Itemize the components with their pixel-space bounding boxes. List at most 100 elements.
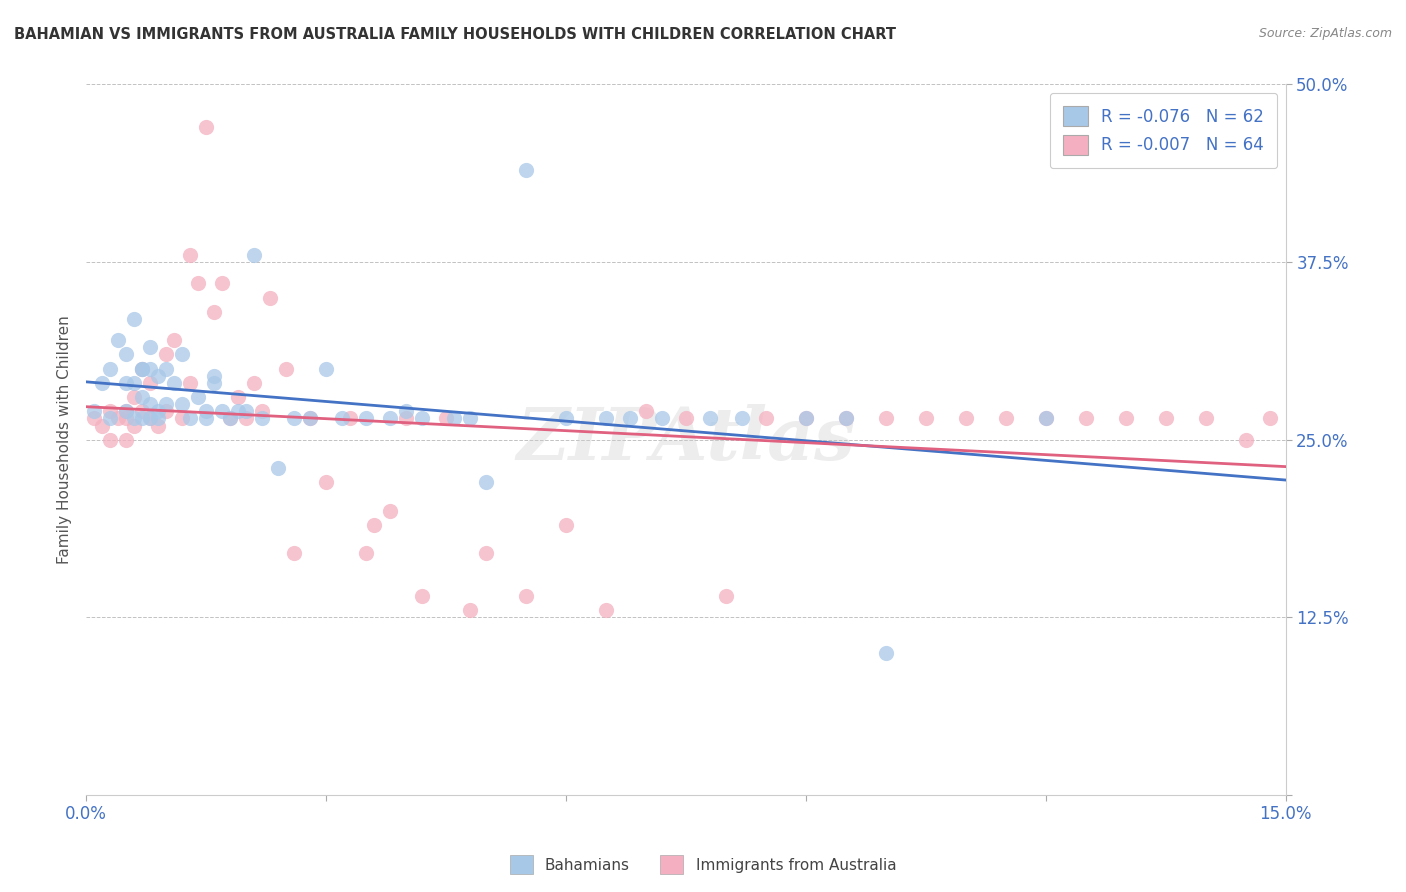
Point xyxy=(170,411,193,425)
Point xyxy=(107,411,129,425)
Point xyxy=(195,404,218,418)
Point xyxy=(235,411,257,425)
Point xyxy=(515,162,537,177)
Point xyxy=(131,361,153,376)
Point xyxy=(179,248,201,262)
Point xyxy=(259,291,281,305)
Point xyxy=(619,411,641,425)
Point xyxy=(187,390,209,404)
Point xyxy=(994,411,1017,425)
Text: ZIPAtlas: ZIPAtlas xyxy=(516,404,855,475)
Point xyxy=(794,411,817,425)
Point xyxy=(243,248,266,262)
Point xyxy=(235,404,257,418)
Point xyxy=(411,411,433,425)
Point xyxy=(155,361,177,376)
Point xyxy=(555,411,578,425)
Point xyxy=(115,376,138,390)
Point xyxy=(139,411,162,425)
Point xyxy=(170,397,193,411)
Point xyxy=(139,361,162,376)
Point xyxy=(395,404,418,418)
Point xyxy=(555,518,578,533)
Point xyxy=(458,411,481,425)
Point xyxy=(195,120,218,134)
Point xyxy=(146,418,169,433)
Point xyxy=(1035,411,1057,425)
Point xyxy=(411,589,433,603)
Point xyxy=(714,589,737,603)
Point xyxy=(595,603,617,617)
Point xyxy=(283,411,305,425)
Point xyxy=(202,368,225,383)
Point xyxy=(315,361,337,376)
Point xyxy=(98,361,121,376)
Point xyxy=(515,589,537,603)
Point xyxy=(122,411,145,425)
Point xyxy=(115,433,138,447)
Point xyxy=(91,376,114,390)
Point xyxy=(131,390,153,404)
Point xyxy=(146,404,169,418)
Point xyxy=(354,546,377,560)
Point xyxy=(1074,411,1097,425)
Point xyxy=(1234,433,1257,447)
Point xyxy=(115,404,138,418)
Point xyxy=(835,411,858,425)
Point xyxy=(354,411,377,425)
Point xyxy=(155,347,177,361)
Point xyxy=(131,404,153,418)
Point xyxy=(146,411,169,425)
Point xyxy=(131,411,153,425)
Point xyxy=(155,404,177,418)
Point xyxy=(699,411,721,425)
Point xyxy=(835,411,858,425)
Point xyxy=(794,411,817,425)
Point xyxy=(875,646,897,660)
Point xyxy=(219,411,242,425)
Point xyxy=(131,361,153,376)
Point xyxy=(202,376,225,390)
Point xyxy=(434,411,457,425)
Point xyxy=(875,411,897,425)
Point xyxy=(131,361,153,376)
Point xyxy=(339,411,361,425)
Point xyxy=(395,411,418,425)
Point xyxy=(955,411,977,425)
Point xyxy=(298,411,321,425)
Point xyxy=(755,411,778,425)
Point xyxy=(170,347,193,361)
Point xyxy=(378,411,401,425)
Point xyxy=(163,376,186,390)
Point xyxy=(155,397,177,411)
Point xyxy=(267,461,290,475)
Point xyxy=(115,404,138,418)
Point xyxy=(675,411,697,425)
Point xyxy=(98,433,121,447)
Point xyxy=(163,333,186,347)
Point xyxy=(915,411,938,425)
Point xyxy=(202,305,225,319)
Point xyxy=(443,411,465,425)
Point xyxy=(91,418,114,433)
Point xyxy=(315,475,337,490)
Point xyxy=(274,361,297,376)
Point xyxy=(475,546,498,560)
Point xyxy=(211,404,233,418)
Point xyxy=(211,277,233,291)
Point xyxy=(298,411,321,425)
Point xyxy=(595,411,617,425)
Point xyxy=(458,603,481,617)
Point xyxy=(98,411,121,425)
Point xyxy=(179,411,201,425)
Point xyxy=(226,390,249,404)
Point xyxy=(107,333,129,347)
Point xyxy=(1115,411,1137,425)
Point xyxy=(651,411,673,425)
Point xyxy=(283,546,305,560)
Point xyxy=(146,368,169,383)
Point xyxy=(1258,411,1281,425)
Point xyxy=(634,404,657,418)
Point xyxy=(139,397,162,411)
Point xyxy=(83,404,105,418)
